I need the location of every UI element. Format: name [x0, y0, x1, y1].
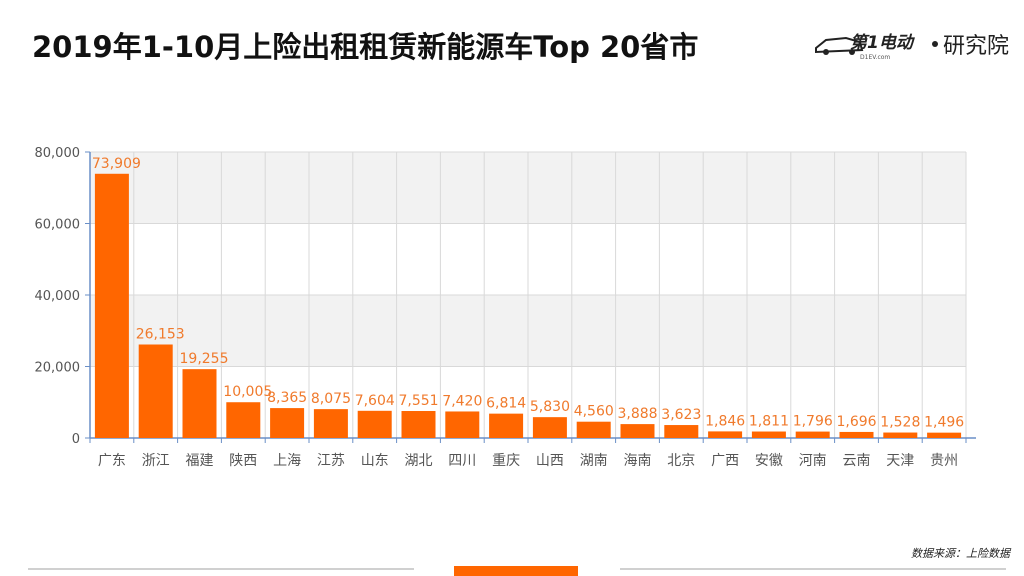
x-tick-label: 广东 [98, 453, 126, 469]
data-label: 1,696 [837, 414, 877, 430]
data-label: 1,528 [880, 415, 920, 431]
bar [620, 424, 655, 438]
logo-sub: 研究院 [943, 34, 1009, 59]
x-tick-label: 福建 [186, 453, 214, 469]
y-tick-label: 20,000 [35, 361, 81, 376]
bar [357, 410, 392, 438]
x-tick-label: 云南 [843, 453, 871, 469]
data-label: 19,255 [180, 351, 229, 367]
data-label: 1,496 [924, 415, 964, 431]
data-label: 8,365 [267, 390, 307, 406]
x-tick-label: 湖南 [580, 453, 608, 469]
x-tick-label: 上海 [273, 453, 301, 469]
dot-icon [932, 41, 938, 47]
x-tick-label: 浙江 [142, 453, 170, 469]
bar [270, 408, 305, 438]
data-label: 7,551 [399, 393, 439, 409]
bar [401, 411, 436, 438]
x-tick-label: 安徽 [755, 453, 783, 469]
data-label: 6,814 [486, 396, 526, 412]
y-tick-label: 0 [72, 432, 80, 447]
bar [445, 411, 480, 438]
footer-divider-right [620, 568, 1006, 570]
x-tick-label: 四川 [448, 453, 476, 469]
logo: 第1电动 D1EV.com 研究院 [815, 33, 1009, 61]
x-tick-label: 海南 [624, 453, 652, 469]
bar [532, 417, 567, 438]
y-tick-label: 40,000 [35, 289, 81, 304]
x-tick-label: 河南 [799, 453, 827, 469]
data-label: 1,796 [793, 414, 833, 430]
y-tick-label: 80,000 [35, 146, 81, 161]
x-tick-label: 山东 [361, 453, 389, 469]
data-label: 4,560 [574, 404, 614, 420]
data-label: 73,909 [92, 156, 141, 172]
data-label: 10,005 [223, 384, 272, 400]
footer-accent-bar [454, 566, 578, 576]
x-tick-label: 山西 [536, 453, 564, 469]
x-tick-label: 陕西 [229, 453, 257, 469]
bar [795, 431, 830, 438]
bar [576, 421, 611, 438]
x-tick-label: 广西 [711, 453, 739, 469]
y-tick-label: 60,000 [35, 218, 81, 233]
bar [489, 413, 524, 438]
page-title: 2019年1-10月上险出租租赁新能源车Top 20省市 [32, 30, 699, 64]
x-tick-label: 江苏 [317, 453, 345, 469]
data-label: 5,830 [530, 399, 570, 415]
x-tick-label: 湖北 [405, 453, 433, 469]
data-label: 26,153 [136, 327, 185, 343]
bar [927, 432, 962, 438]
x-tick-label: 重庆 [492, 453, 520, 469]
footer-divider-left [28, 568, 414, 570]
bar [313, 409, 348, 438]
source-note: 数据来源：上险数据 [911, 547, 1010, 560]
bar [226, 402, 261, 438]
logo-text: 第1电动 [850, 33, 916, 53]
data-label: 7,420 [442, 393, 482, 409]
bar [664, 425, 699, 438]
data-label: 1,811 [749, 414, 789, 430]
logo-site: D1EV.com [860, 54, 890, 61]
bar [182, 369, 217, 438]
x-tick-label: 天津 [886, 453, 914, 469]
x-tick-label: 贵州 [930, 453, 958, 469]
bar [883, 432, 918, 438]
data-label: 1,846 [705, 413, 745, 429]
data-label: 3,623 [661, 407, 701, 423]
data-label: 3,888 [618, 406, 658, 422]
bar [94, 173, 129, 438]
data-label: 8,075 [311, 391, 351, 407]
car-logo-icon [815, 36, 864, 55]
x-tick-label: 北京 [667, 453, 695, 469]
bar [839, 431, 874, 438]
data-label: 7,604 [355, 393, 395, 409]
bar [751, 431, 786, 438]
bar [708, 431, 743, 438]
bar [138, 344, 173, 438]
